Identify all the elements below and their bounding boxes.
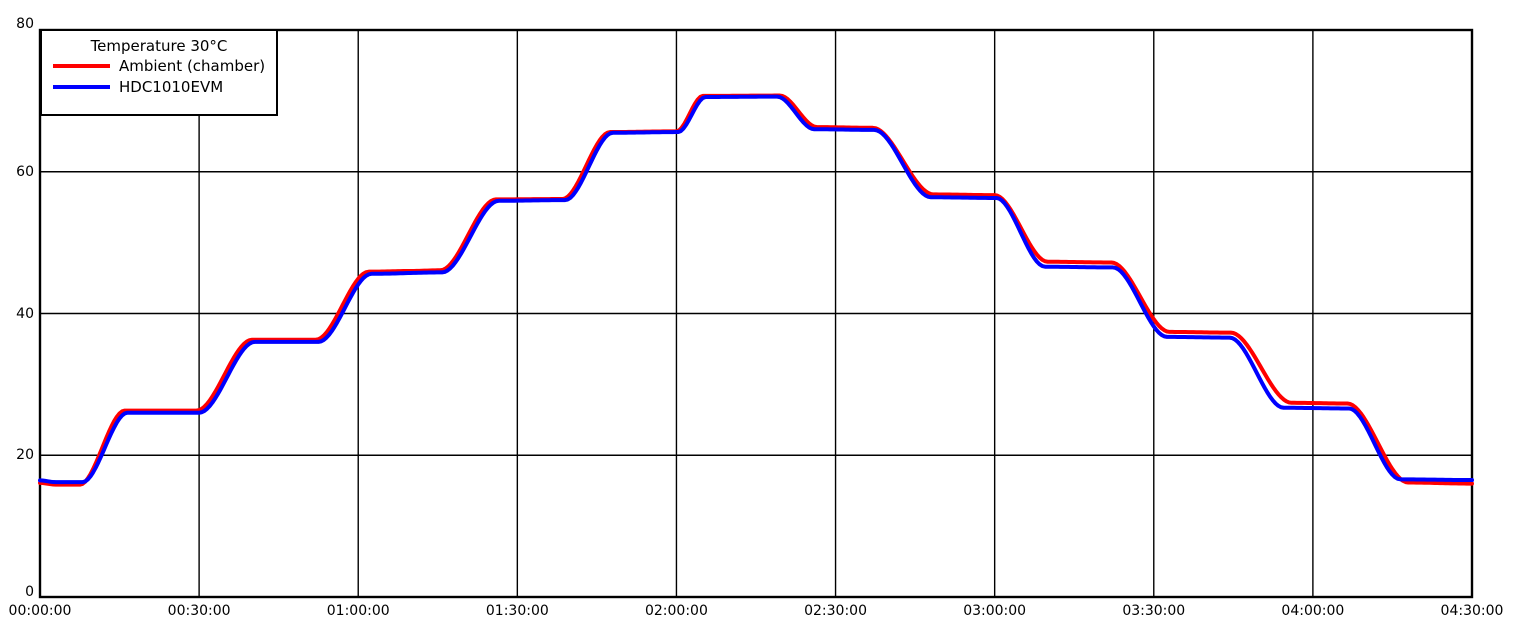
- legend-title: Temperature 30°C: [90, 37, 228, 55]
- y-tick-label: 20: [16, 447, 34, 464]
- plot-border: [38, 28, 1474, 599]
- legend-label-ambient: Ambient (chamber): [119, 56, 266, 75]
- ambient-line-swatch: [53, 63, 110, 68]
- x-tick-label: 03:00:00: [963, 603, 1027, 619]
- x-tick-label: 04:00:00: [1281, 603, 1345, 619]
- legend-entry-ambient: Ambient (chamber): [42, 55, 276, 76]
- y-tick-label: 60: [16, 163, 34, 180]
- x-tick-label: 04:30:00: [1440, 603, 1504, 619]
- hdc1010evm-series-line: [38, 94, 1474, 485]
- hdc1010evm-line-swatch: [53, 84, 110, 89]
- legend-label-hdc1010evm: HDC1010EVM: [119, 77, 224, 96]
- x-tick-label: 00:30:00: [167, 603, 231, 619]
- x-tick-label: 02:00:00: [644, 603, 708, 619]
- x-tick-label: 01:00:00: [326, 603, 390, 619]
- x-tick-label: 02:30:00: [804, 603, 867, 619]
- ambient-series-line: [38, 93, 1474, 487]
- y-tick-label: 0: [25, 584, 34, 600]
- x-tick-label: 01:30:00: [485, 603, 549, 619]
- x-tick-label: 00:00:00: [8, 603, 72, 619]
- y-tick-label: 40: [16, 305, 34, 322]
- x-tick-label: 03:30:00: [1122, 603, 1186, 619]
- legend-entry-hdc1010evm: HDC1010EVM: [42, 76, 276, 97]
- legend: Temperature 30°C Ambient (chamber) HDC10…: [40, 29, 278, 116]
- y-tick-label: 80: [16, 16, 34, 32]
